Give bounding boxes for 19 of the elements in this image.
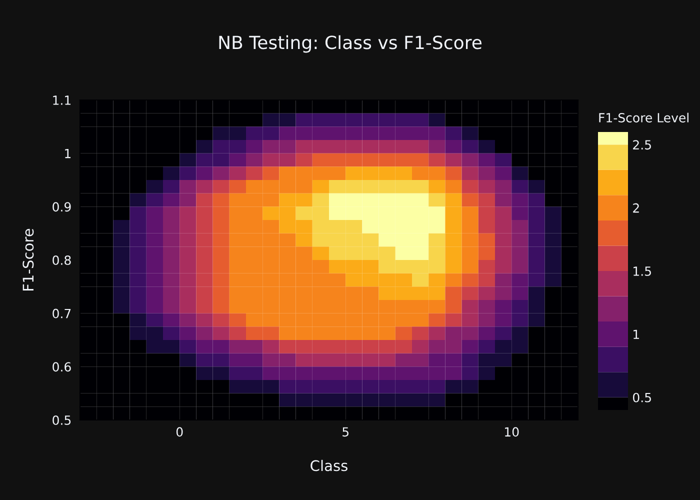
x-axis-title: Class — [310, 460, 348, 472]
y-tick-label: 0.9 — [52, 202, 71, 212]
color-bar-label: 2 — [633, 203, 639, 213]
y-tick-label: 0.8 — [52, 255, 71, 265]
y-tick-label: 0.7 — [52, 308, 71, 318]
x-tick-label: 10 — [505, 427, 519, 437]
y-tick-label: 1.1 — [53, 96, 71, 105]
y-tick-label: 1 — [65, 148, 71, 158]
color-bar-label: 0.5 — [632, 392, 651, 402]
chart-title: NB Testing: Class vs F1-Score — [219, 35, 482, 53]
color-bar-label: 1.5 — [634, 266, 651, 276]
color-bar-label: 1 — [634, 330, 639, 339]
y-axis-title: F1-Score — [22, 228, 34, 290]
x-tick-label: 5 — [342, 427, 348, 437]
y-tick-label: 0.5 — [52, 415, 71, 425]
x-tick-label: 0 — [176, 427, 183, 437]
y-tick-label: 0.6 — [52, 362, 71, 372]
color-bar-title: F1-Score Level — [599, 112, 688, 122]
color-bar-label: 2.5 — [633, 140, 651, 150]
